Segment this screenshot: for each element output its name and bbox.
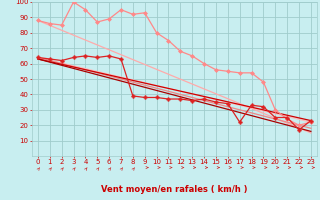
X-axis label: Vent moyen/en rafales ( km/h ): Vent moyen/en rafales ( km/h ) xyxy=(101,185,248,194)
